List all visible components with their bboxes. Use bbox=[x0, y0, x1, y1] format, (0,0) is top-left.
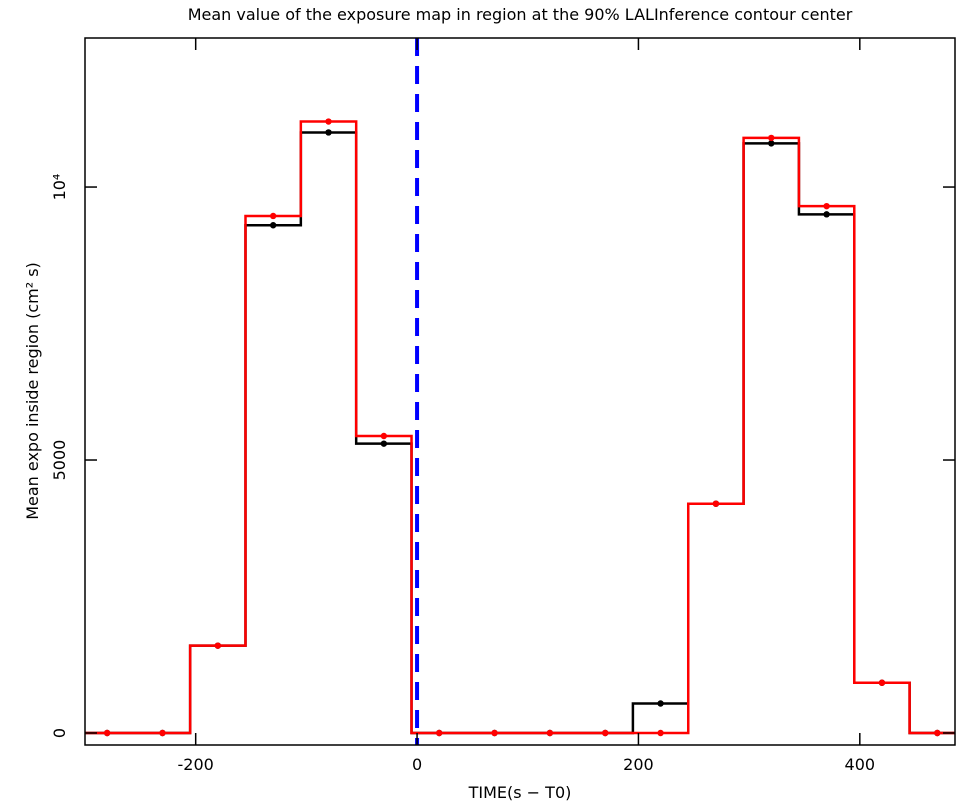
data-point bbox=[878, 679, 886, 686]
x-tick-label: 200 bbox=[623, 755, 654, 774]
data-point bbox=[768, 134, 775, 142]
data-point bbox=[546, 729, 554, 737]
data-point bbox=[768, 140, 775, 147]
data-point bbox=[491, 729, 498, 737]
plot-frame bbox=[84, 37, 956, 746]
data-point bbox=[435, 729, 443, 737]
data-point bbox=[712, 500, 720, 507]
data-point bbox=[325, 118, 332, 125]
plot bbox=[85, 38, 955, 745]
data-point bbox=[269, 222, 277, 229]
data-point bbox=[325, 129, 332, 136]
x-tick-label: 0 bbox=[412, 755, 422, 774]
data-point bbox=[934, 729, 941, 737]
data-point bbox=[269, 212, 277, 220]
step-outline bbox=[85, 120, 955, 735]
y-tick-label: 0 bbox=[50, 728, 69, 738]
data-point bbox=[823, 211, 830, 218]
data-point bbox=[657, 700, 664, 707]
data-point bbox=[159, 729, 166, 737]
data-point bbox=[103, 729, 111, 737]
y-tick-label: 5000 bbox=[50, 440, 69, 481]
data-point bbox=[380, 432, 388, 440]
data-point bbox=[657, 729, 664, 737]
x-axis-label: TIME(s − T0) bbox=[468, 783, 572, 802]
x-tick-label: 400 bbox=[845, 755, 876, 774]
y-axis-label: Mean expo inside region (cm² s) bbox=[23, 262, 42, 520]
y-tick-label: 10⁴ bbox=[50, 174, 69, 201]
data-point bbox=[214, 642, 222, 649]
chart-title: Mean value of the exposure map in region… bbox=[188, 5, 853, 24]
x-tick-label: -200 bbox=[178, 755, 214, 774]
data-point bbox=[823, 202, 830, 210]
step-outline bbox=[85, 131, 955, 735]
data-point bbox=[380, 440, 388, 447]
data-point bbox=[602, 729, 609, 737]
